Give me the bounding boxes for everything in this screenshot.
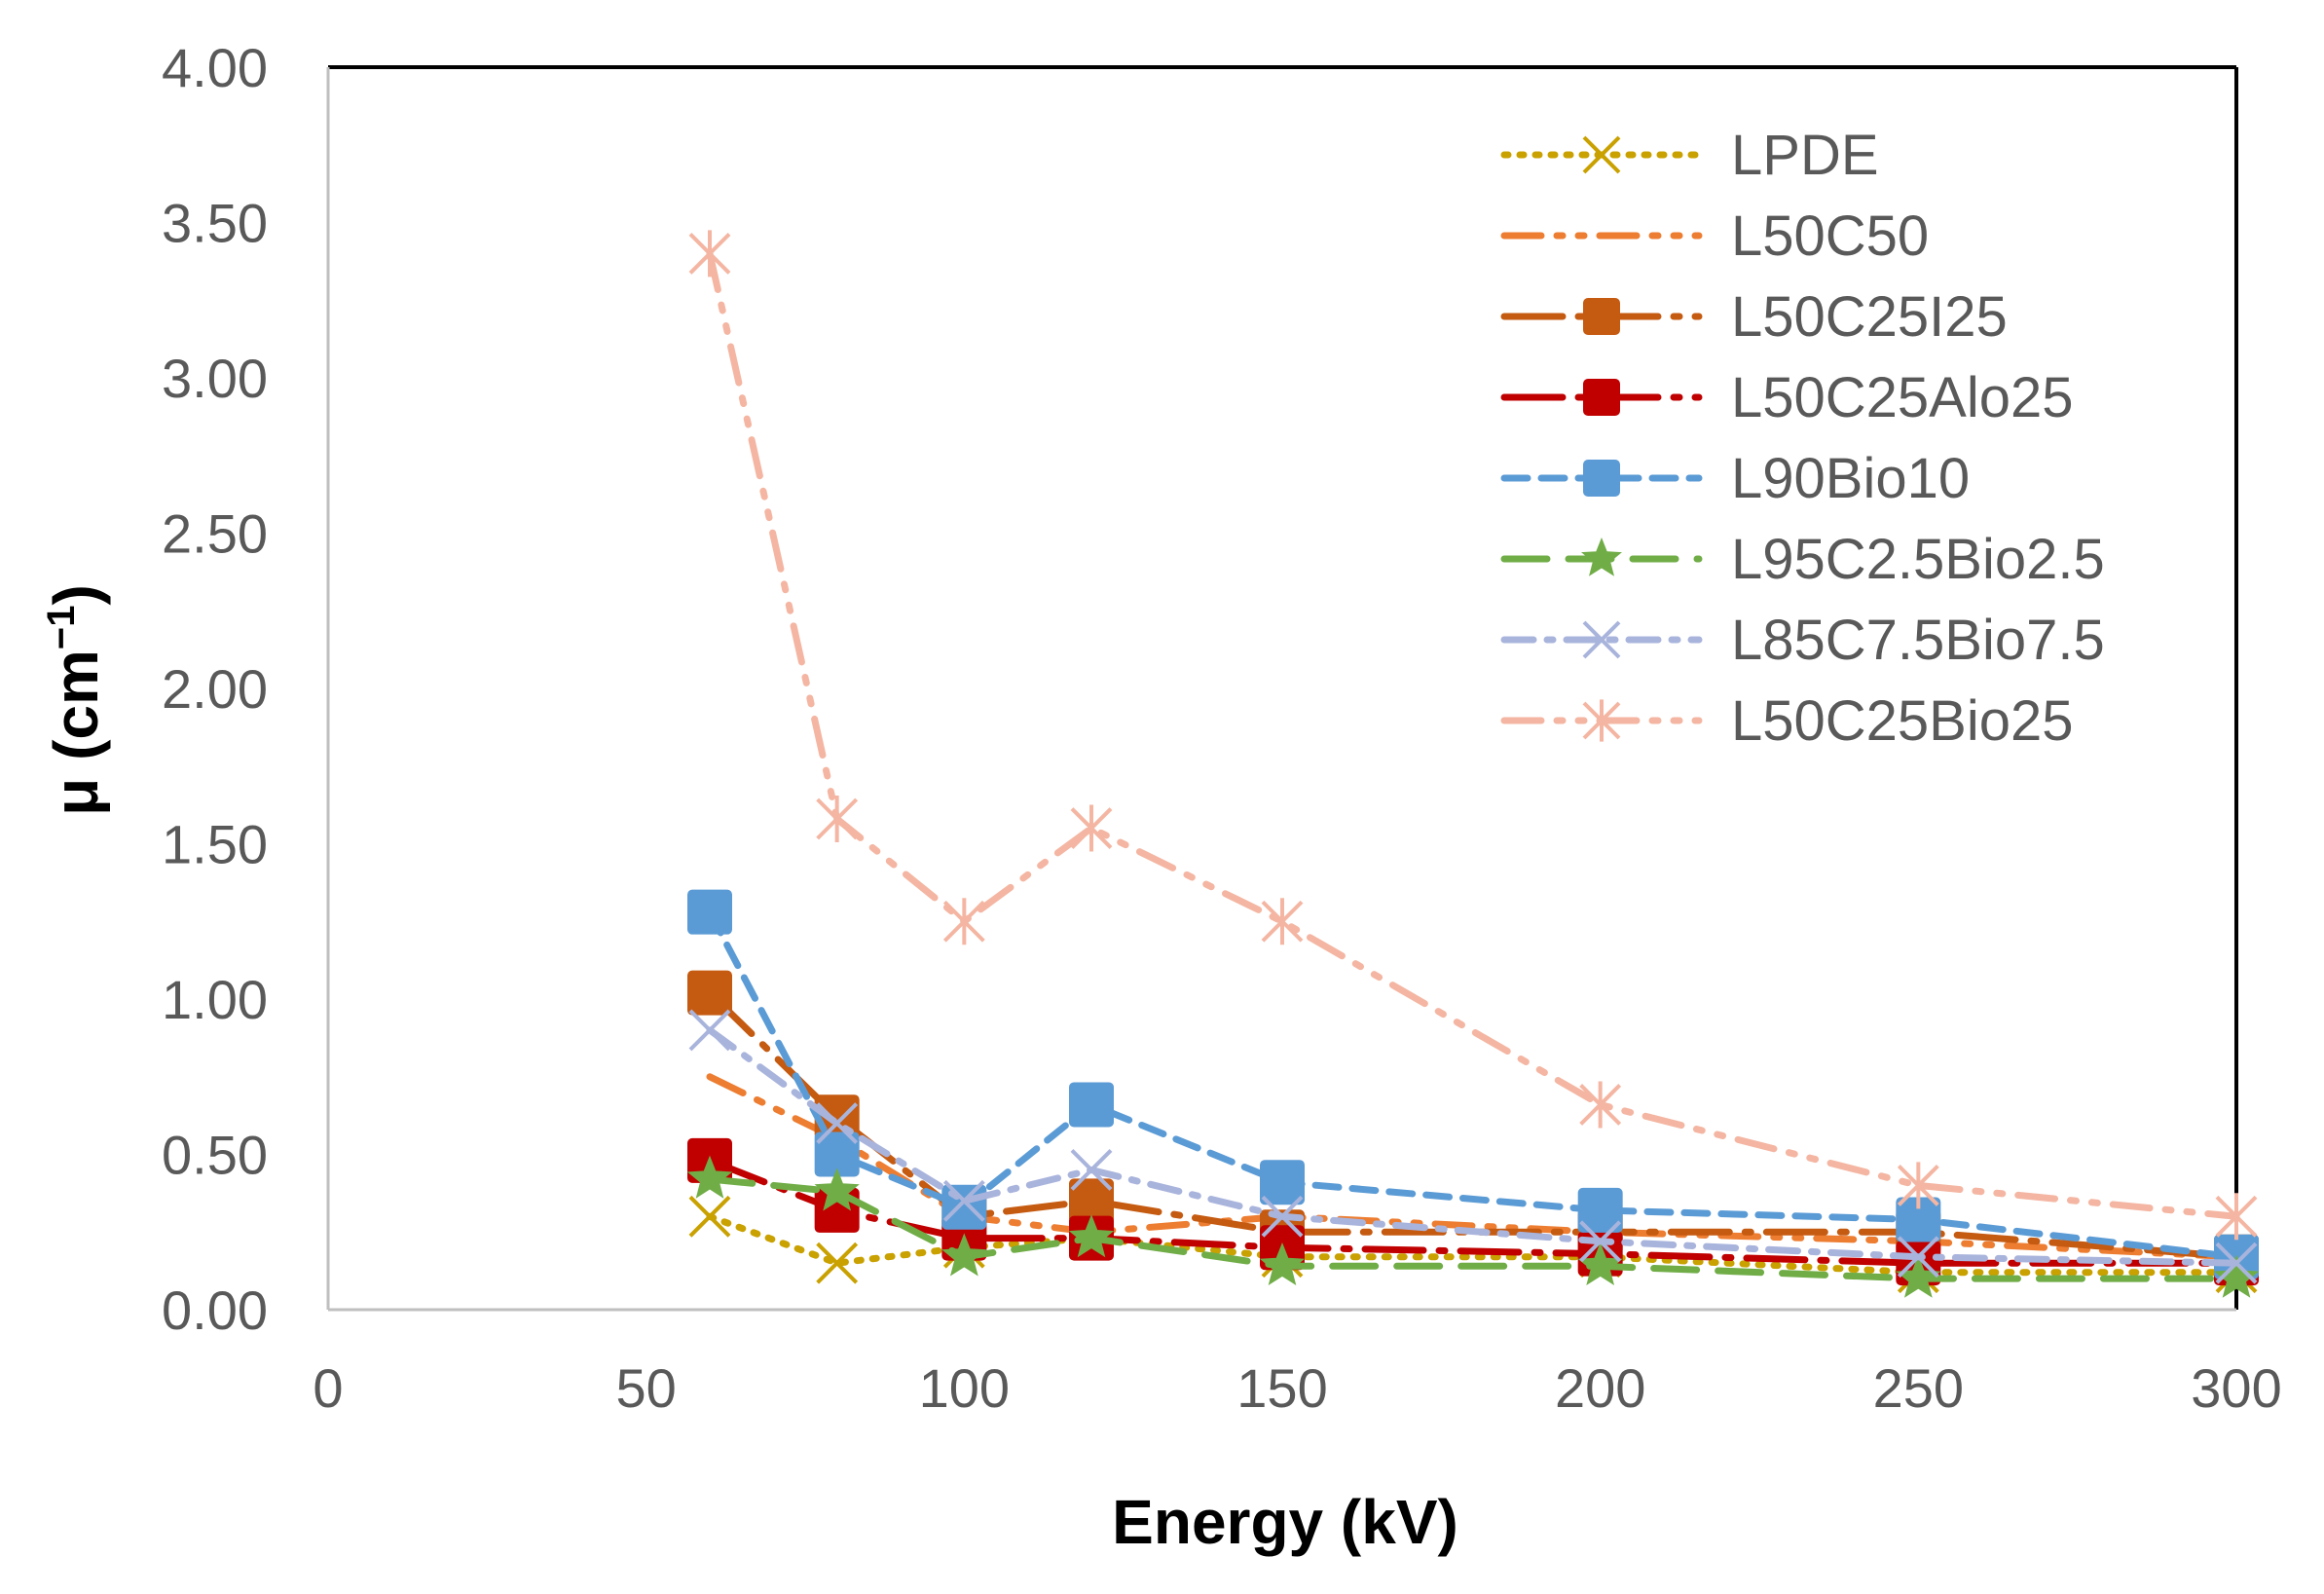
series-line [706,1175,2240,1282]
x-tick-label: 50 [616,1357,677,1419]
data-point [687,970,732,1016]
data-point [1069,1082,1114,1128]
data-point [1897,1162,1939,1209]
x-tick-label: 0 [313,1357,343,1419]
y-tick-label: 0.00 [162,1279,268,1341]
legend-item: L50C50 [1500,204,1929,268]
legend-label: L95C2.5Bio2.5 [1731,528,2105,591]
legend-swatch-marker [1583,298,1620,335]
x-tick-label: 150 [1236,1357,1327,1419]
x-tick-label: 300 [2191,1357,2281,1419]
data-point [942,1179,985,1222]
y-tick-label: 4.00 [162,37,268,98]
x-axis-title: Energy (kV) [1112,1487,1458,1557]
data-point [814,1168,860,1211]
legend-item: L50C25Bio25 [1500,689,2074,753]
data-point [942,898,985,945]
data-point [688,1009,731,1052]
legend-item: L50C25Alo25 [1500,366,2074,429]
legend-label: L50C50 [1731,204,1929,268]
data-point [816,1102,859,1145]
data-point [1260,1160,1305,1205]
data-point [688,1195,731,1238]
y-tick-label: 3.00 [162,348,268,409]
y-tick-label: 1.00 [162,969,268,1030]
x-tick-label: 100 [919,1357,1010,1419]
legend-swatch-marker [1582,135,1621,174]
y-axis-title-close: ) [41,584,111,605]
data-point [687,889,732,935]
legend-swatch-marker [1583,379,1620,416]
data-point [2215,1242,2258,1284]
data-point [1068,1214,1115,1258]
legend-label: L90Bio10 [1731,447,1970,510]
y-tick-label: 2.00 [162,658,268,720]
series-line [706,1212,2240,1277]
legend-item: L90Bio10 [1500,447,1970,510]
legend-swatch-marker [1582,699,1621,742]
series-L90Bio10 [687,889,2259,1279]
series-line [706,908,2240,1261]
y-tick-label: 1.50 [162,814,268,875]
data-point [1259,1242,1306,1286]
legend: LPDE L50C50 L50C25I25 L50C25Alo25 L90Bio10 L9… [1500,124,2105,753]
legend-item: L85C7.5Bio7.5 [1500,609,2105,672]
legend-item: L95C2.5Bio2.5 [1500,528,2105,591]
data-point [941,1233,987,1277]
series-line [706,1026,2240,1267]
data-point [816,1242,859,1284]
series-L85C7.5Bio7.5 [688,1009,2258,1284]
legend-swatch-marker [1583,460,1620,497]
legend-swatch-marker [1582,620,1621,659]
data-point [1579,1220,1622,1263]
legend-item: LPDE [1500,124,1879,187]
x-tick-label: 250 [1873,1357,1964,1419]
data-point [1579,1081,1622,1129]
legend-label: L50C25I25 [1731,285,2008,349]
data-point [816,795,859,842]
y-tick-label: 2.50 [162,503,268,565]
data-point [2213,1254,2260,1298]
legend-label: LPDE [1731,124,1879,187]
data-point [1261,1195,1304,1238]
series-line [706,1157,2240,1267]
legend-label: L50C25Bio25 [1731,689,2074,753]
y-axis-ticks: 0.00 0.50 1.00 1.50 2.00 2.50 3.00 3.50 4.00 [162,37,268,1341]
x-axis-ticks: 0 50 100 150 200 250 300 [313,1357,2281,1419]
data-point [686,1155,733,1199]
data-point [1897,1236,1939,1279]
data-point [1577,1187,1623,1233]
y-axis-title-main: μ (cm [41,649,111,816]
data-point [688,230,731,278]
data-point [2215,1193,2258,1241]
y-tick-label: 3.50 [162,193,268,254]
series-L50C25Alo25 [687,1137,2259,1286]
plot-frame [326,65,2238,1312]
legend-label: L85C7.5Bio7.5 [1731,609,2105,672]
y-axis-title: μ (cm−1) [40,584,111,816]
series-L50C25Bio25 [688,230,2258,1241]
series-layer [686,230,2260,1298]
legend-label: L50C25Alo25 [1731,366,2074,429]
legend-item: L50C25I25 [1500,285,2008,349]
x-tick-label: 200 [1555,1357,1645,1419]
data-point [1261,898,1304,945]
y-axis-title-sup: −1 [40,605,83,649]
legend-swatch-marker [1581,537,1622,576]
data-point [1070,804,1113,852]
y-tick-label: 0.50 [162,1125,268,1186]
series-L95C2.5Bio2.5 [686,1155,2260,1298]
series-line [706,249,2240,1220]
data-point [1070,1149,1113,1191]
